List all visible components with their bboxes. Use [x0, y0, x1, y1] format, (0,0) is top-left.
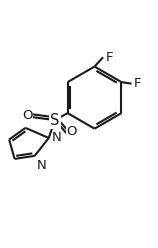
- Text: O: O: [22, 109, 33, 122]
- Text: F: F: [134, 77, 141, 90]
- Text: S: S: [50, 113, 60, 128]
- Text: O: O: [66, 125, 76, 138]
- Text: F: F: [105, 51, 113, 64]
- Text: N: N: [52, 131, 61, 144]
- Text: N: N: [36, 159, 46, 172]
